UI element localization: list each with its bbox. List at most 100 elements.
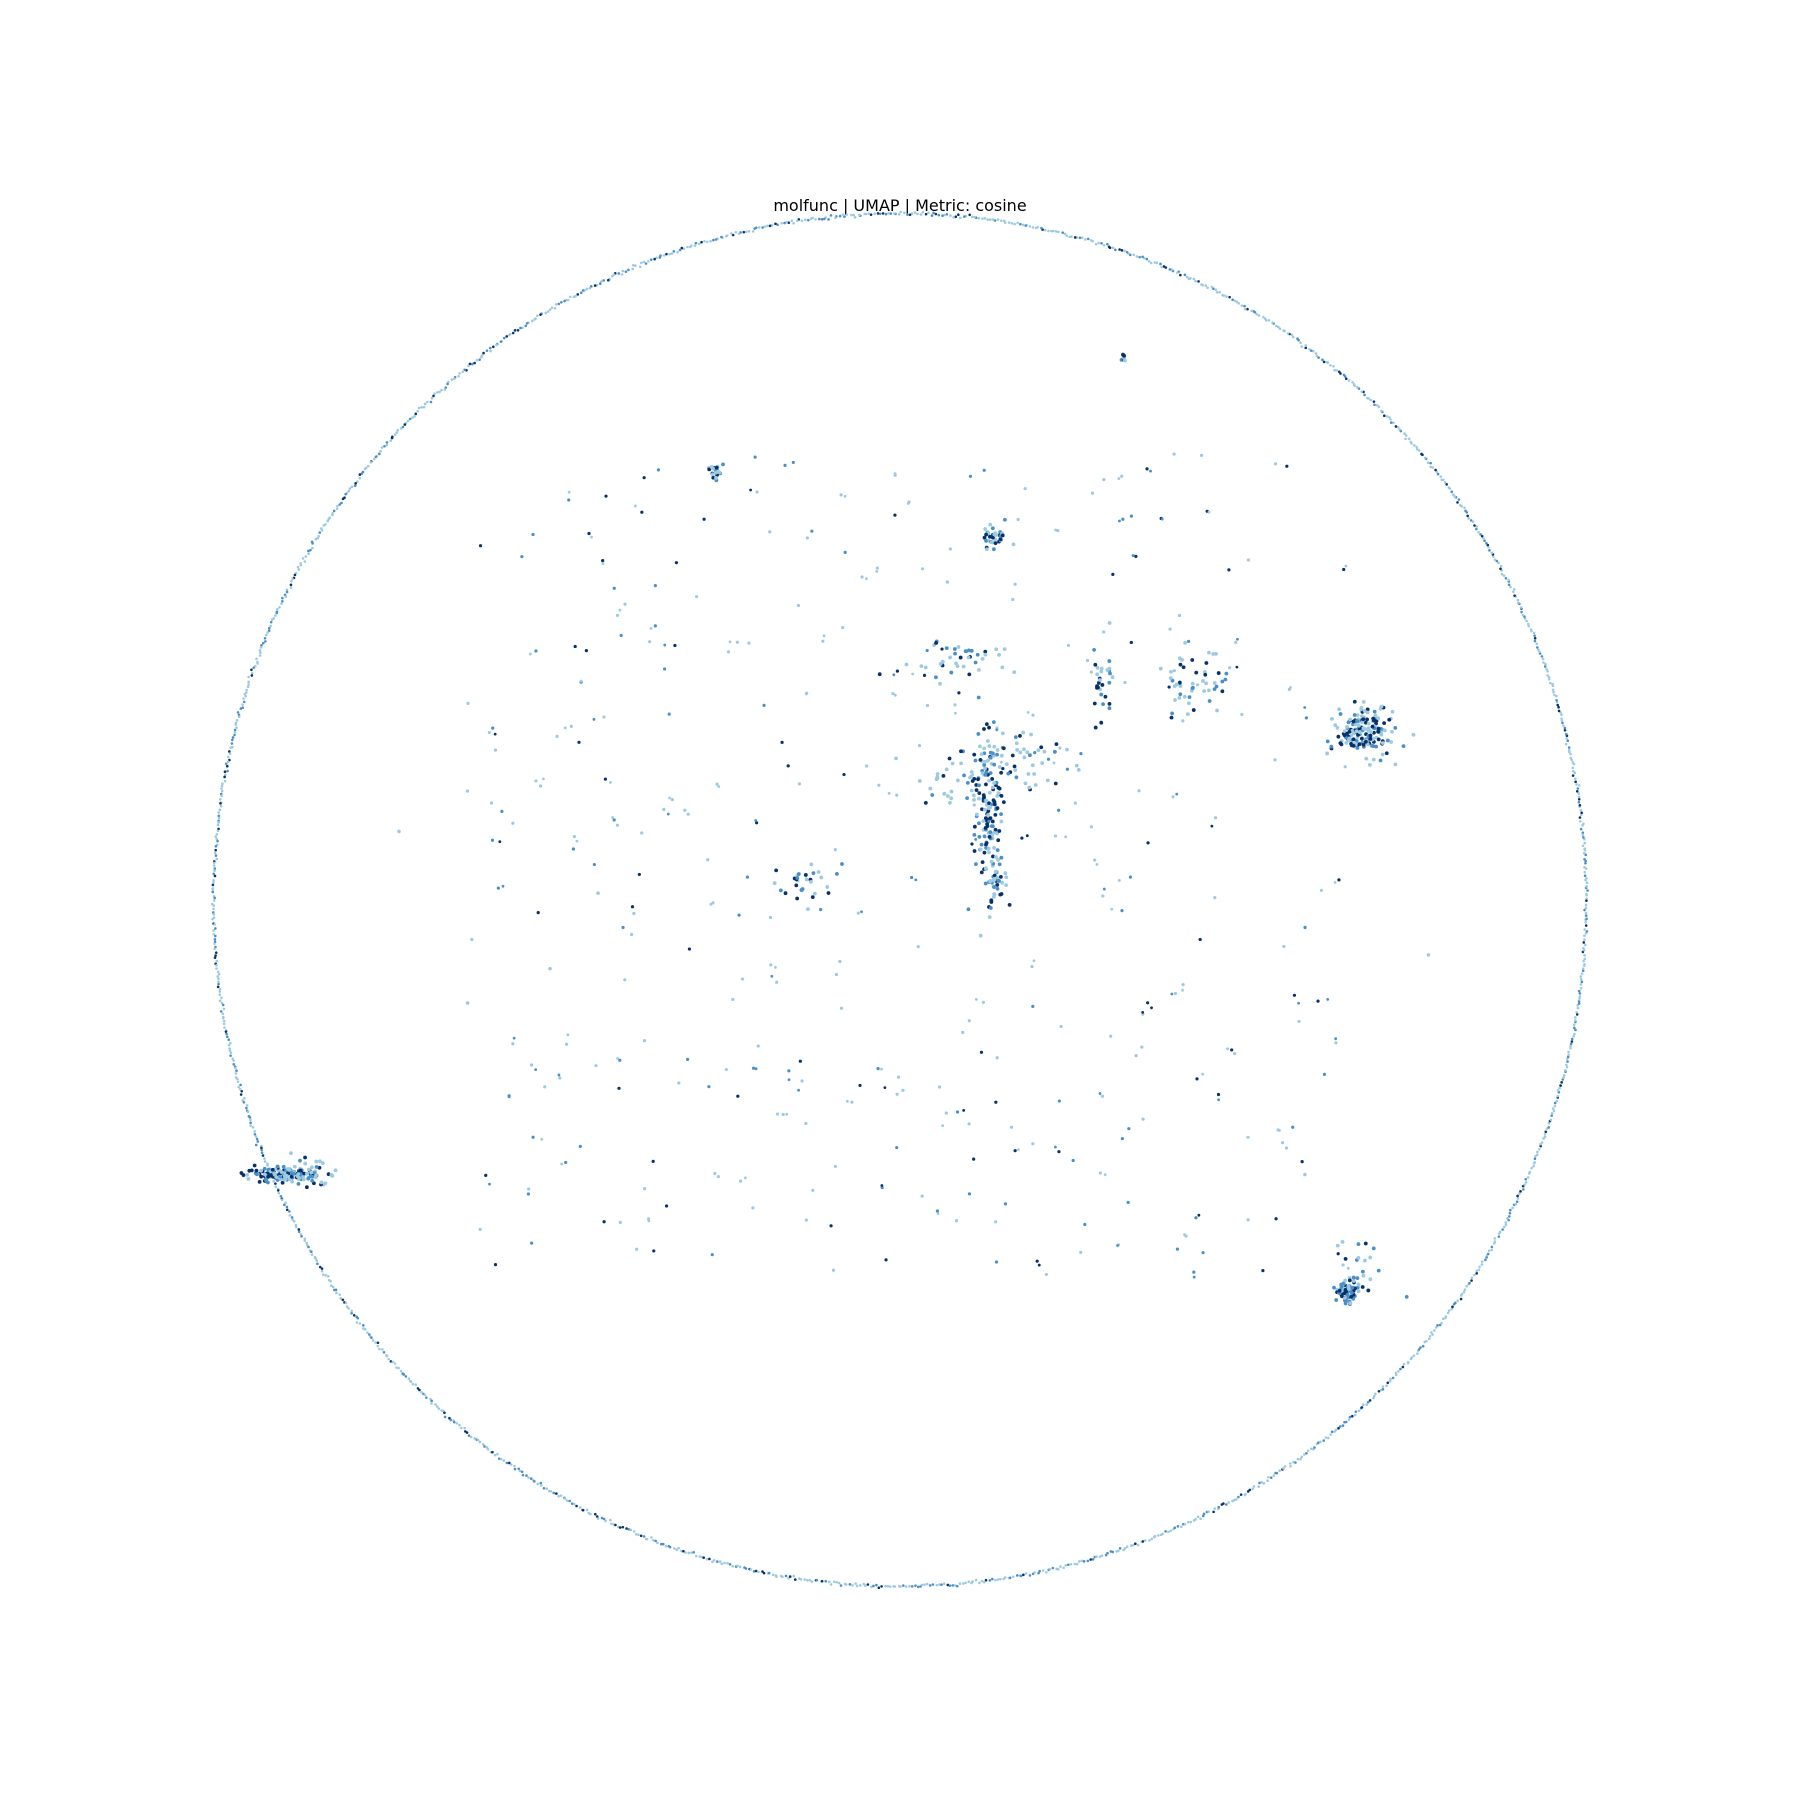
scatter-point <box>833 1581 836 1584</box>
scatter-point <box>967 907 971 911</box>
scatter-point <box>1352 744 1356 748</box>
scatter-point <box>572 847 575 850</box>
scatter-point <box>989 751 993 755</box>
scatter-point <box>219 808 222 811</box>
scatter-point <box>882 212 885 215</box>
scatter-point <box>232 1059 235 1062</box>
scatter-point <box>619 1526 622 1529</box>
scatter-point <box>930 793 934 797</box>
scatter-point <box>278 606 281 609</box>
scatter-point <box>1356 1276 1360 1280</box>
scatter-point <box>370 1336 373 1339</box>
scatter-point <box>539 1482 542 1485</box>
scatter-point <box>1201 1073 1204 1076</box>
scatter-point <box>1201 679 1205 683</box>
scatter-point <box>223 1008 226 1011</box>
scatter-point <box>755 1067 758 1070</box>
scatter-point <box>950 790 954 794</box>
scatter-point <box>1019 223 1022 226</box>
scatter-point <box>557 1495 560 1498</box>
scatter-point <box>534 649 537 652</box>
scatter-point <box>220 787 223 790</box>
scatter-point <box>1297 1020 1300 1023</box>
scatter-point <box>941 1124 944 1127</box>
scatter-point <box>886 1585 889 1588</box>
scatter-point <box>1009 1576 1012 1579</box>
scatter-point <box>671 798 674 801</box>
scatter-point <box>255 1135 258 1138</box>
scatter-point <box>1355 746 1359 750</box>
scatter-point <box>952 216 955 219</box>
scatter-point <box>293 1165 297 1169</box>
scatter-point <box>289 1214 292 1217</box>
scatter-point <box>694 244 697 247</box>
scatter-point <box>482 352 485 355</box>
scatter-point <box>619 1221 622 1224</box>
scatter-point <box>1325 752 1329 756</box>
scatter-point <box>852 214 855 217</box>
scatter-point <box>1187 701 1191 705</box>
scatter-point <box>1534 640 1537 643</box>
scatter-point <box>1084 238 1087 241</box>
scatter-point <box>1052 1567 1055 1570</box>
scatter-point <box>320 1181 324 1185</box>
scatter-point <box>1583 954 1586 957</box>
scatter-point <box>1415 446 1418 449</box>
scatter-point <box>1220 689 1224 693</box>
scatter-point <box>1572 770 1575 773</box>
scatter-point <box>1222 1502 1225 1505</box>
scatter-point <box>1535 642 1538 645</box>
scatter-point <box>1102 630 1105 633</box>
scatter-point <box>1357 1242 1361 1246</box>
scatter-point <box>708 1558 711 1561</box>
scatter-point <box>1564 1069 1567 1072</box>
scatter-point <box>1442 1317 1445 1320</box>
scatter-point <box>995 753 999 757</box>
scatter-point <box>221 790 224 793</box>
scatter-point <box>729 640 732 643</box>
scatter-point <box>1546 674 1549 677</box>
scatter-point <box>643 476 646 479</box>
scatter-point <box>995 883 999 887</box>
scatter-point <box>1565 743 1568 746</box>
scatter-point <box>1316 1000 1319 1003</box>
scatter-point <box>1029 733 1033 737</box>
scatter-point <box>244 695 247 698</box>
scatter-point <box>994 647 998 651</box>
scatter-point <box>262 642 265 645</box>
scatter-point <box>457 375 460 378</box>
scatter-point <box>1477 531 1480 534</box>
scatter-point <box>1024 224 1027 227</box>
scatter-point <box>688 947 691 950</box>
scatter-point <box>774 966 777 969</box>
scatter-point <box>586 1509 589 1512</box>
scatter-point <box>297 1182 301 1186</box>
scatter-point <box>1130 1544 1133 1547</box>
scatter-point <box>1112 246 1115 249</box>
scatter-point <box>1345 1421 1348 1424</box>
scatter-point <box>1208 511 1211 514</box>
scatter-point <box>1039 745 1043 749</box>
scatter-point <box>458 1424 461 1427</box>
scatter-point <box>1585 914 1588 917</box>
scatter-point <box>1024 487 1027 490</box>
scatter-point <box>1305 716 1308 719</box>
scatter-point <box>789 1575 792 1578</box>
scatter-point <box>965 796 969 800</box>
scatter-point <box>1054 1146 1057 1149</box>
scatter-point <box>630 1529 633 1532</box>
scatter-point <box>461 371 464 374</box>
scatter-point <box>621 273 624 276</box>
scatter-point <box>1573 1033 1576 1036</box>
scatter-point <box>1040 761 1044 765</box>
scatter-point <box>1530 1167 1533 1170</box>
scatter-point <box>1028 225 1031 228</box>
scatter-point <box>823 634 826 637</box>
scatter-point <box>430 1400 433 1403</box>
scatter-point <box>769 963 772 966</box>
scatter-point <box>218 973 221 976</box>
scatter-point <box>669 1546 672 1549</box>
scatter-point <box>410 1380 413 1383</box>
scatter-point <box>1350 1291 1354 1295</box>
scatter-point <box>497 887 500 890</box>
